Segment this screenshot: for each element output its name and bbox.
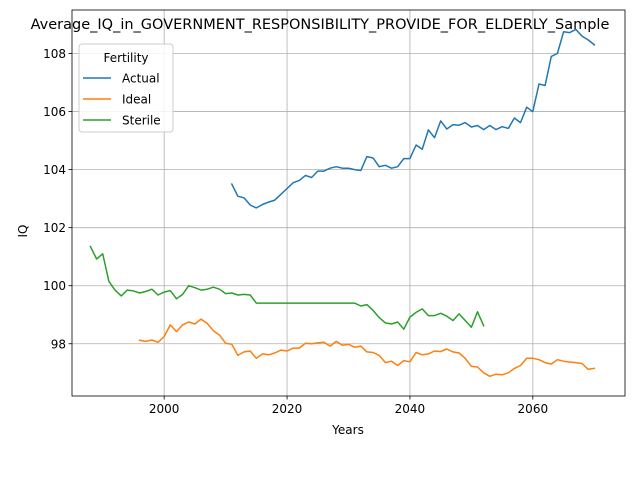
y-axis-label: IQ: [16, 225, 30, 238]
y-tick-label: 98: [51, 337, 66, 351]
y-tick-label: 108: [43, 47, 66, 61]
series-line-ideal: [138, 318, 596, 378]
y-tick-label: 102: [43, 221, 66, 235]
y-tick-label: 100: [43, 279, 66, 293]
y-tick-label: 104: [43, 163, 66, 177]
legend-box: [78, 43, 174, 133]
chart-title: Average_IQ_in_GOVERNMENT_RESPONSIBILITY_…: [31, 17, 610, 33]
plot-area-frame: [71, 9, 626, 397]
series-line-actual: [230, 28, 596, 209]
legend-label-ideal: Ideal: [122, 93, 151, 107]
series-lines: [89, 28, 596, 378]
y-axis-ticks: 98 100 102 104 106 108: [43, 47, 72, 351]
x-tick-label: 2000: [149, 402, 180, 416]
legend-label-sterile: Sterile: [122, 114, 161, 128]
legend-label-actual: Actual: [122, 72, 160, 86]
x-tick-label: 2060: [518, 402, 549, 416]
legend-title: Fertility: [103, 51, 148, 65]
y-tick-label: 106: [43, 105, 66, 119]
legend: Fertility Actual Ideal Sterile: [78, 43, 174, 133]
x-axis-ticks: 2000 2020 2040 2060: [149, 396, 548, 416]
x-tick-label: 2020: [272, 402, 303, 416]
x-axis-label: Years: [331, 423, 364, 437]
legend-entries: Actual Ideal Sterile: [83, 72, 161, 128]
series-line-sterile: [89, 245, 485, 330]
x-tick-label: 2040: [395, 402, 426, 416]
